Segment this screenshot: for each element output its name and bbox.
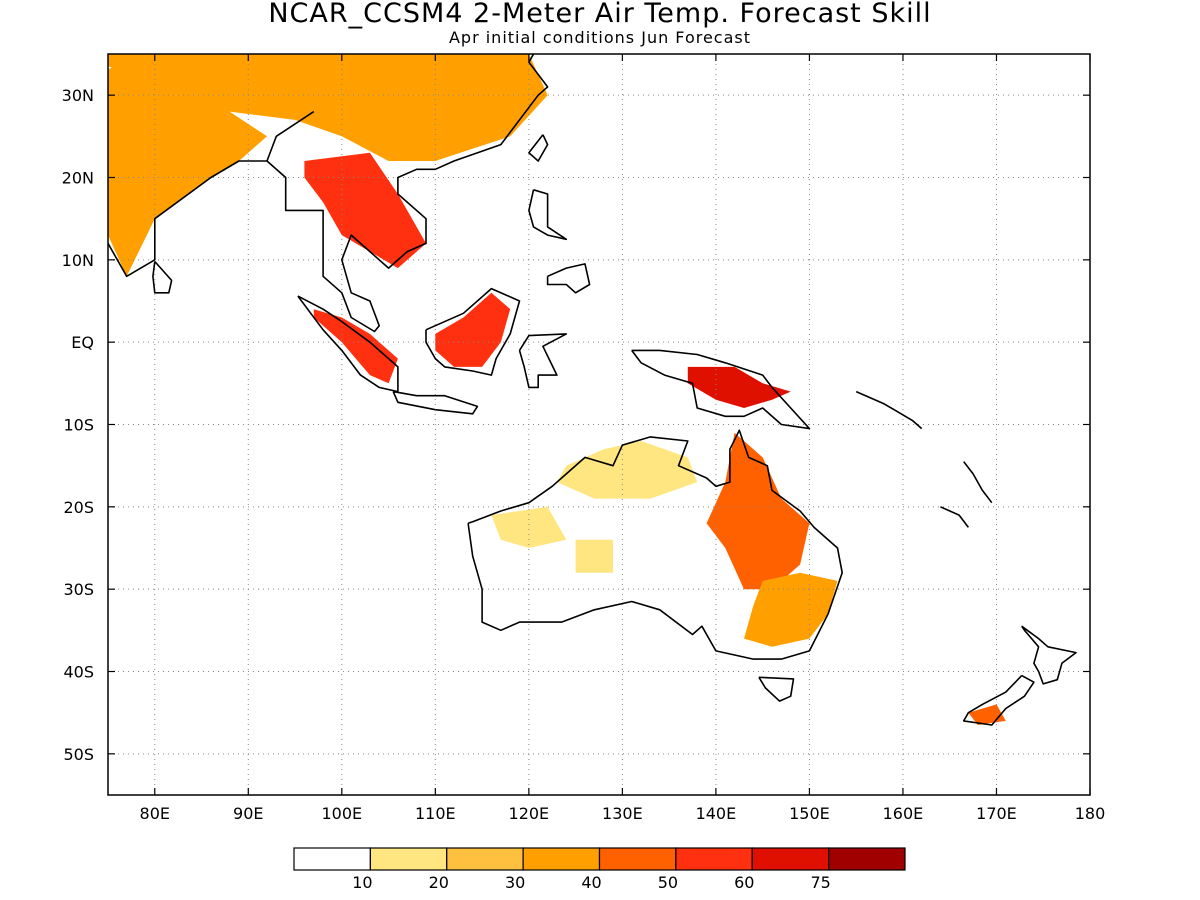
colorbar-swatch <box>369 847 448 871</box>
lon-tick-label: 180 <box>1075 804 1106 823</box>
lat-tick-label: 10N <box>62 251 94 270</box>
coastline-borneo <box>425 287 521 376</box>
coastline-new-caledonia <box>940 506 970 528</box>
skill-region-western-australia <box>491 506 567 548</box>
skill-region-northern-australia <box>556 441 698 499</box>
lat-tick-label: 20S <box>63 498 94 517</box>
skill-region-india <box>108 54 267 277</box>
lat-tick-label: 50S <box>63 745 94 764</box>
skill-region-sumatra <box>313 309 398 384</box>
colorbar-label: 60 <box>734 873 754 892</box>
colorbar: 10 20 30 40 50 60 75 <box>293 847 906 892</box>
lat-tick-label: 30S <box>63 580 94 599</box>
coastline-new-guinea <box>631 349 811 430</box>
colorbar-label: 50 <box>658 873 678 892</box>
skill-region-china-tibet <box>108 54 548 161</box>
skill-region-eastern-australia <box>744 572 838 647</box>
lon-tick-label: 120E <box>509 804 550 823</box>
coastlines <box>108 54 1077 726</box>
colorbar-swatch <box>675 847 753 871</box>
coastline-java <box>392 390 479 415</box>
skill-shading <box>108 54 1006 725</box>
coastline-sulawesi <box>518 333 568 389</box>
colorbar-label: 10 <box>352 873 372 892</box>
lon-tick-label: 140E <box>696 804 737 823</box>
colorbar-swatch <box>751 847 830 871</box>
skill-region-new-guinea <box>687 366 791 408</box>
map-title: NCAR_CCSM4 2-Meter Air Temp. Forecast Sk… <box>268 0 932 29</box>
coastline-taiwan <box>528 134 549 162</box>
skill-region-central-australia <box>575 539 613 573</box>
coastline-australia <box>467 429 844 660</box>
coastline-new-zealand-south-island <box>962 674 1035 726</box>
coastline-new-zealand-north-island <box>1021 625 1077 685</box>
colorbar-label: 30 <box>505 873 525 892</box>
coastline-sri-lanka <box>152 260 173 294</box>
skill-region-queensland <box>706 432 810 590</box>
coastline-mindanao <box>546 263 591 294</box>
lon-tick-label: 170E <box>976 804 1017 823</box>
axis-ticks: 80E 90E 100E 110E 120E 130E 140E 150E 160E 170E 18… <box>62 54 1106 823</box>
coastline-southeast-asia-mainland <box>266 54 549 333</box>
coastline-vanuatu <box>963 461 993 504</box>
colorbar-label: 20 <box>429 873 449 892</box>
lat-tick-label: 30N <box>62 86 94 105</box>
lon-tick-label: 150E <box>789 804 830 823</box>
coastline-sumatra <box>297 295 399 393</box>
lon-tick-label: 160E <box>883 804 924 823</box>
lon-tick-label: 80E <box>140 804 170 823</box>
colorbar-swatch <box>522 847 601 871</box>
lat-tick-label: 10S <box>63 416 94 435</box>
colorbar-label: 40 <box>581 873 601 892</box>
colorbar-swatch <box>598 847 677 871</box>
coastline-luzon <box>528 189 568 241</box>
lon-tick-label: 90E <box>233 804 263 823</box>
skill-region-indochina <box>304 152 426 269</box>
lat-tick-label: EQ <box>71 333 94 352</box>
lat-tick-label: 20N <box>62 169 94 188</box>
coastline-indian-subcontinent <box>108 110 315 278</box>
colorbar-swatch <box>446 847 524 871</box>
colorbar-swatch <box>828 847 906 871</box>
skill-region-borneo <box>435 292 511 367</box>
colorbar-label: 75 <box>810 873 830 892</box>
lat-lon-grid <box>108 54 1090 795</box>
coastline-solomon-islands <box>855 390 923 430</box>
lat-tick-label: 40S <box>63 663 94 682</box>
coastline-tasmania <box>758 676 795 702</box>
lon-tick-label: 130E <box>602 804 643 823</box>
colorbar-swatch <box>293 847 371 871</box>
map-subtitle: Apr initial conditions Jun Forecast <box>448 28 752 47</box>
lon-tick-label: 100E <box>321 804 362 823</box>
lon-tick-label: 110E <box>415 804 456 823</box>
